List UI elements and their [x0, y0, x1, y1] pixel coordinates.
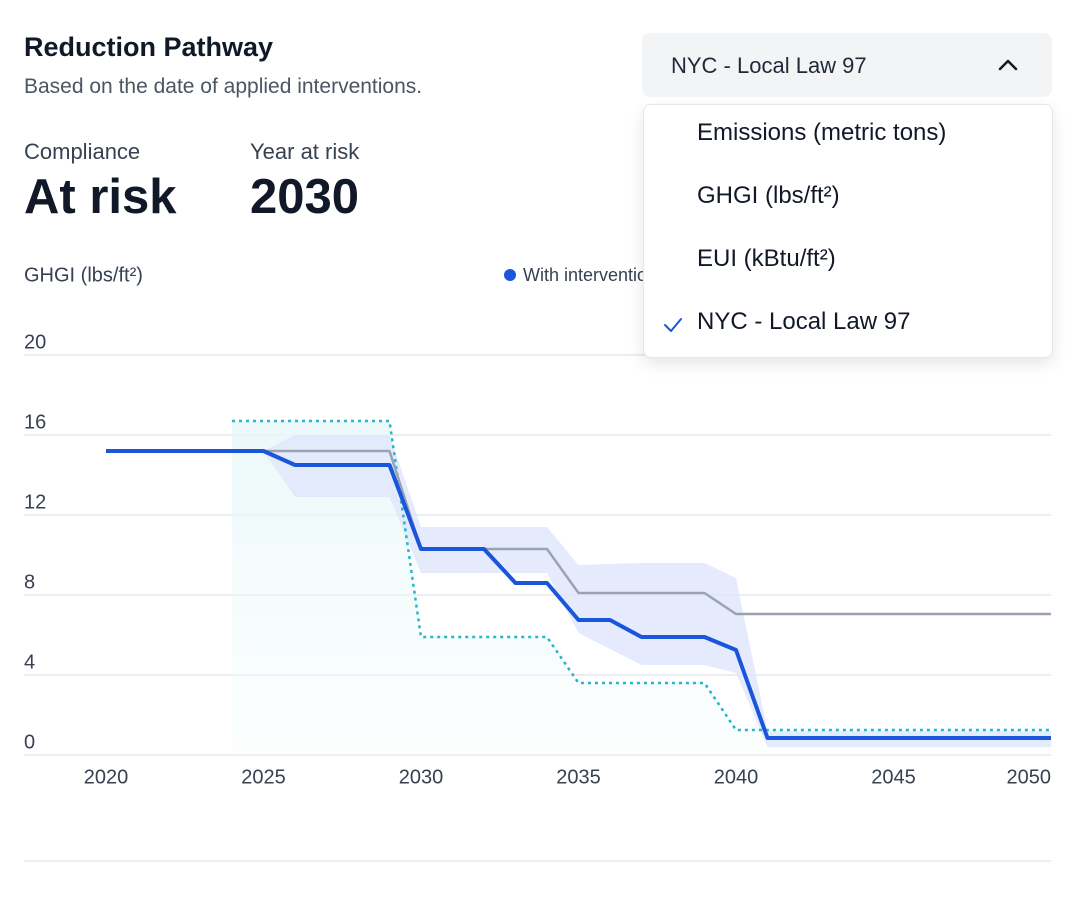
dropdown-selected: NYC - Local Law 97 [671, 53, 867, 78]
chevron-up [998, 59, 1018, 71]
uncertainty-band [263, 435, 1051, 747]
dropdown-option[interactable]: GHGI (lbs/ft²) [697, 182, 840, 209]
check-icon [664, 318, 682, 332]
legend-label: With interventions [523, 265, 666, 285]
x-tick-label: 2030 [399, 766, 444, 788]
dropdown-menu: Emissions (metric tons) GHGI (lbs/ft²) EUI… [643, 104, 1053, 358]
target-area [232, 421, 1051, 755]
metric-label: Year at risk [250, 139, 360, 164]
dropdown-option[interactable]: EUI (kBtu/ft²) [697, 245, 836, 272]
dropdown-option[interactable]: Emissions (metric tons) [697, 119, 947, 146]
x-tick-label: 2020 [84, 766, 129, 788]
x-tick-label: 2045 [871, 766, 916, 788]
dropdown-button[interactable]: NYC - Local Law 97 [642, 33, 1052, 97]
series-line [232, 419, 1051, 732]
y-tick-label: 20 [24, 331, 46, 353]
metric-label: Compliance [24, 139, 141, 164]
subtitle: Based on the date of applied interventio… [24, 75, 423, 98]
metric-value: 2030 [250, 170, 360, 224]
y-tick-label: 0 [24, 731, 35, 753]
legend-marker [504, 269, 516, 281]
dropdown-option[interactable]: NYC - Local Law 97 [697, 308, 911, 335]
y-tick-label: 12 [24, 491, 46, 513]
y-axis-label: GHGI (lbs/ft²) [24, 264, 143, 286]
series-line [106, 449, 1051, 740]
metric-value: At risk [24, 170, 177, 224]
series-line [106, 449, 1051, 616]
x-tick-label: 2040 [714, 766, 759, 788]
y-tick-label: 8 [24, 571, 35, 593]
x-tick-label: 2050 [1007, 766, 1052, 788]
y-tick-label: 16 [24, 411, 46, 433]
title: Reduction Pathway [24, 32, 274, 62]
y-tick-label: 4 [24, 651, 35, 673]
x-tick-label: 2035 [556, 766, 601, 788]
x-tick-label: 2025 [241, 766, 286, 788]
